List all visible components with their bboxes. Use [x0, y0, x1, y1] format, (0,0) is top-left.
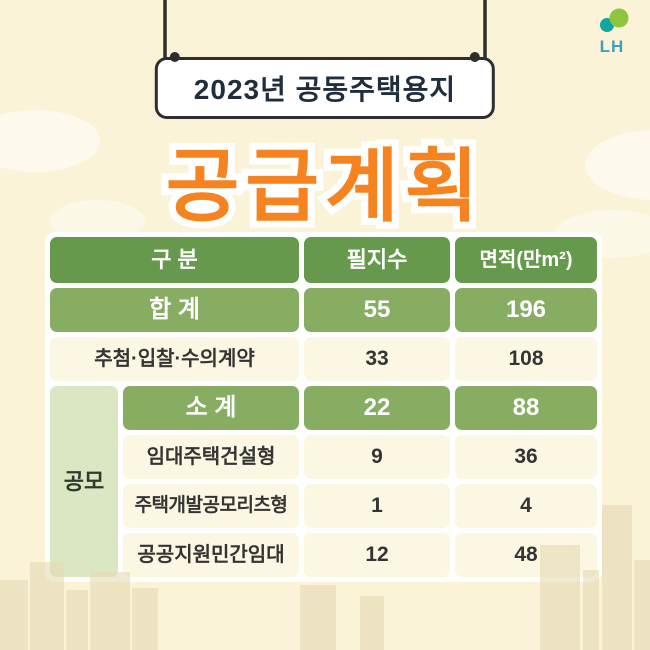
building-shape	[90, 572, 130, 650]
lh-logo-text: LH	[599, 37, 625, 56]
supply-plan-table: 구 분 필지수 면적(만m²) 합 계 55 196 추첨·입찰·수의계약 33…	[45, 232, 602, 582]
gongmo-row-label: 임대주택건설형	[123, 435, 299, 479]
total-row-label: 합 계	[50, 288, 299, 332]
building-shape	[0, 580, 28, 650]
building-shape	[583, 570, 599, 650]
gongmo-row-lots: 9	[304, 435, 450, 479]
lottery-row-lots: 33	[304, 337, 450, 381]
lottery-row-area: 108	[455, 337, 597, 381]
gongmo-row-area: 36	[455, 435, 597, 479]
gongmo-group-label: 공모	[50, 386, 118, 577]
header-lot-count: 필지수	[304, 237, 450, 283]
lh-logo-icon	[600, 8, 629, 32]
building-shape	[300, 585, 336, 650]
header-area: 면적(만m²)	[455, 237, 597, 283]
badge-text: 2023년 공동주택용지	[193, 74, 457, 105]
year-badge: 2023년 공동주택용지	[154, 52, 496, 119]
page-title-outline: 공급계획	[159, 135, 485, 238]
badge-pin-left-icon	[169, 52, 180, 62]
subtotal-row-lots: 22	[304, 386, 450, 430]
gongmo-row-label: 공공지원민간임대	[123, 533, 299, 577]
building-shape	[132, 588, 158, 650]
building-shape	[360, 596, 384, 650]
page-title: 공급계획 공급계획	[0, 122, 650, 238]
gongmo-row-area: 4	[455, 484, 597, 528]
header-category: 구 분	[50, 237, 299, 283]
gongmo-row-lots: 12	[304, 533, 450, 577]
gongmo-row-lots: 1	[304, 484, 450, 528]
total-row-lots: 55	[304, 288, 450, 332]
badge-pin-right-icon	[470, 52, 481, 62]
building-shape	[634, 560, 650, 650]
total-row-area: 196	[455, 288, 597, 332]
building-shape	[602, 505, 632, 650]
subtotal-row-area: 88	[455, 386, 597, 430]
building-shape	[66, 590, 88, 650]
gongmo-row-area: 48	[455, 533, 597, 577]
lottery-row-label: 추첨·입찰·수의계약	[50, 337, 299, 381]
page-title-text: 공급계획	[165, 142, 485, 231]
gongmo-row-label: 주택개발공모리츠형	[123, 484, 299, 528]
subtotal-row-label: 소 계	[123, 386, 299, 430]
lh-logo: LH	[588, 8, 636, 57]
